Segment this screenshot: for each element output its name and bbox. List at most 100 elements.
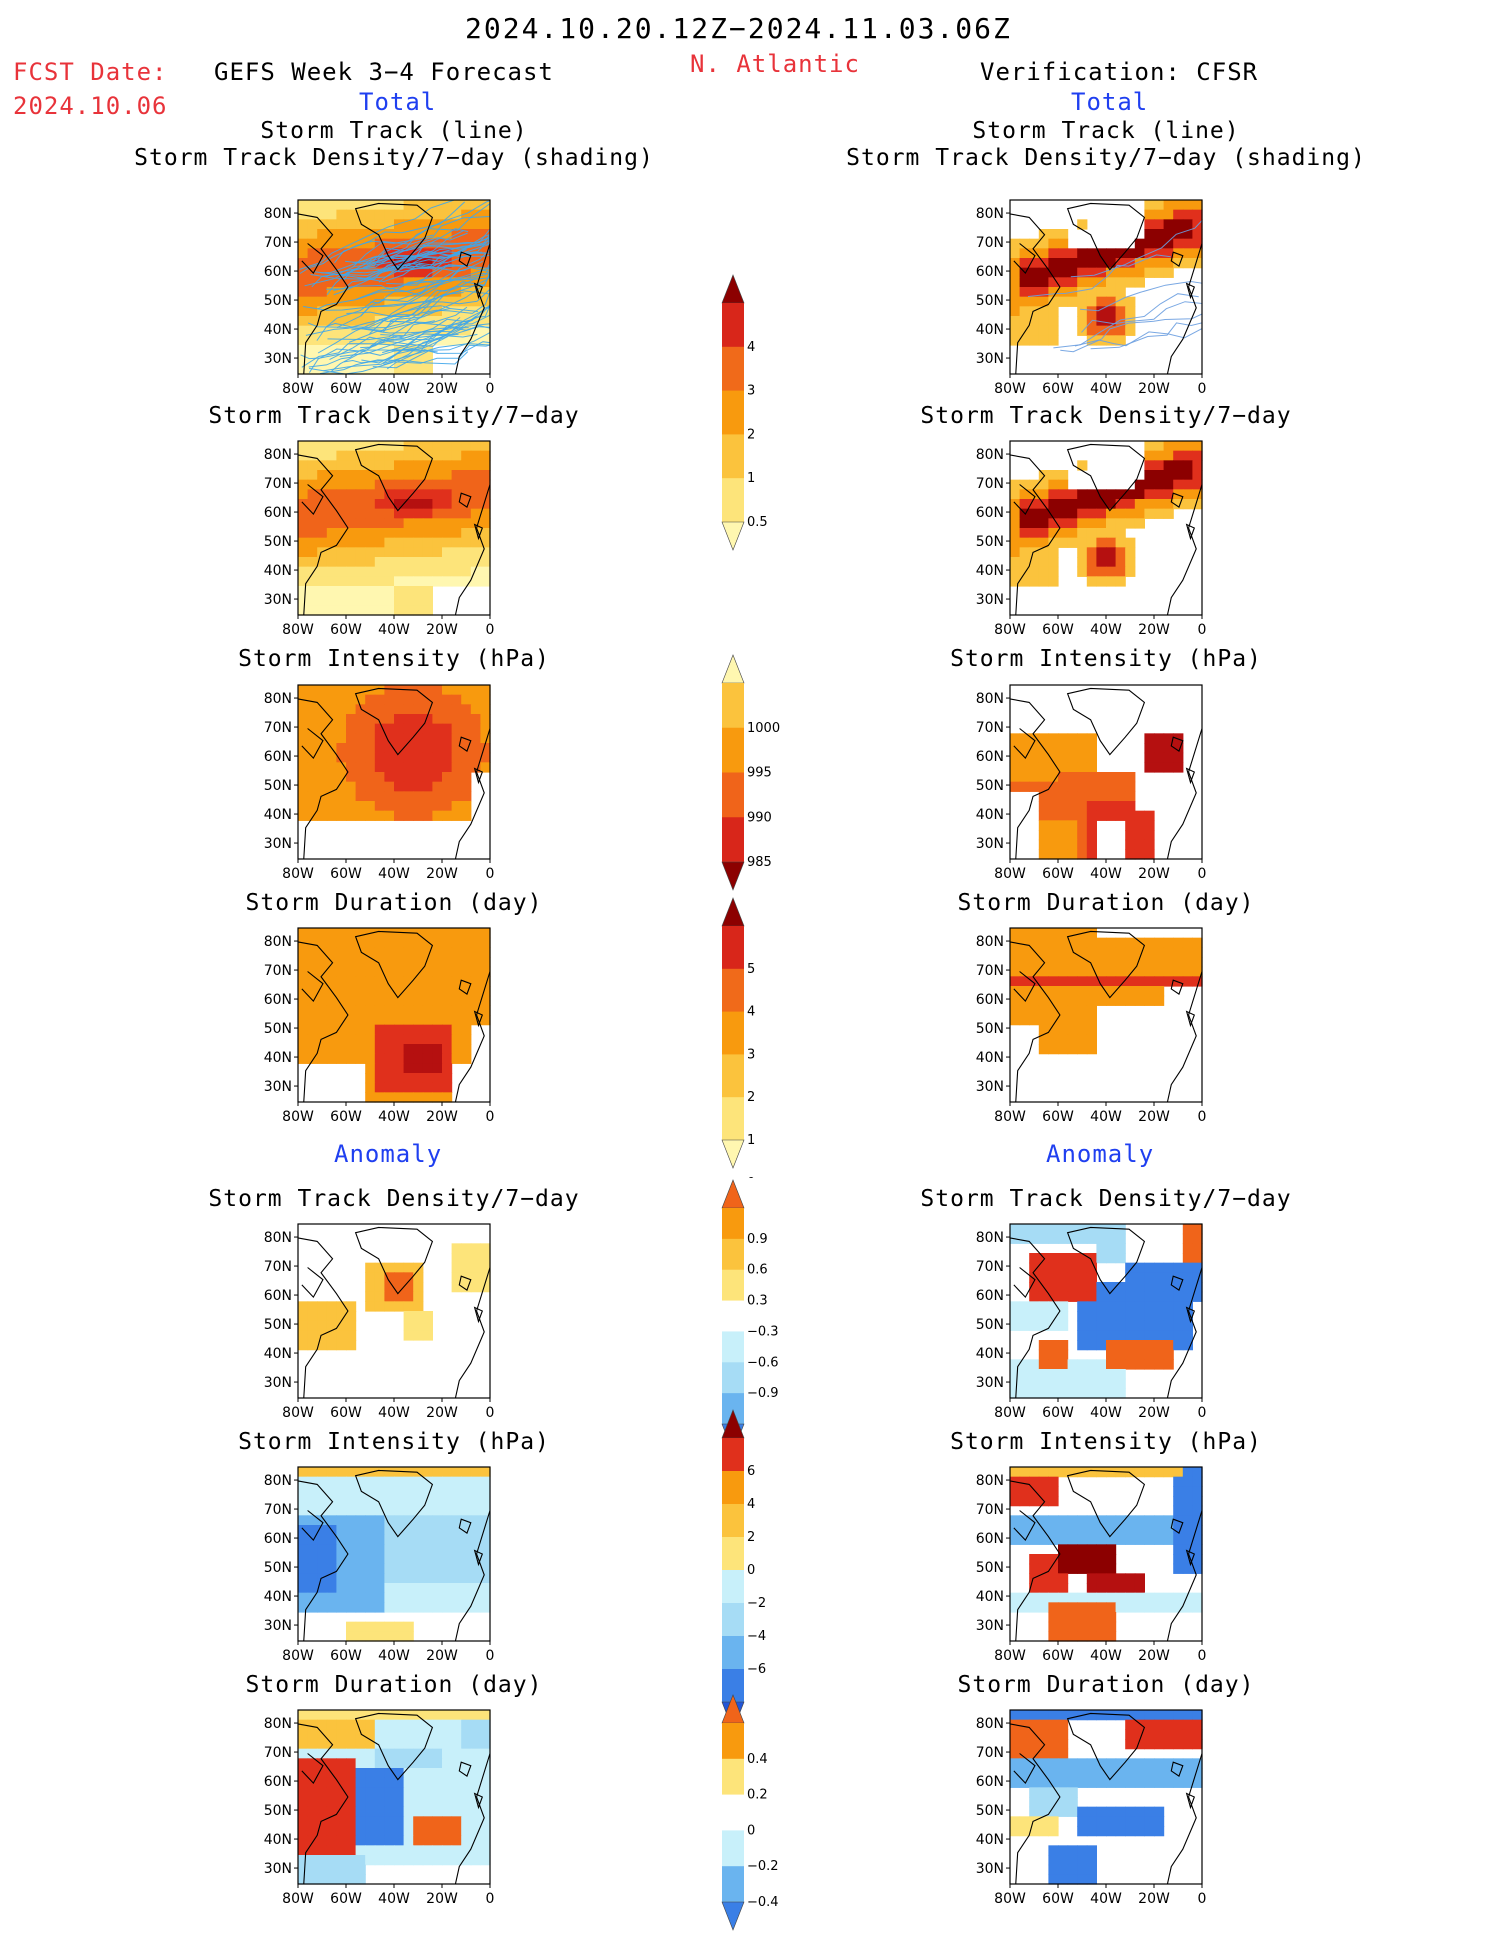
heatmap-cell	[1010, 772, 1020, 782]
lat-tick-label: 80N	[976, 1230, 1004, 1246]
heatmap-cell	[413, 753, 423, 763]
heatmap-cell	[375, 1836, 385, 1846]
heatmap-cell	[1144, 1710, 1154, 1720]
heatmap-cell	[1068, 1768, 1078, 1778]
heatmap-cell	[1010, 1379, 1020, 1389]
heatmap-cell	[404, 1083, 414, 1093]
heatmap-cell	[1048, 1583, 1058, 1593]
heatmap-cell	[1020, 1826, 1030, 1836]
heatmap-cell	[480, 210, 490, 220]
heatmap-cell	[1058, 538, 1068, 548]
heatmap-cell	[298, 1564, 308, 1574]
heatmap-cell	[1068, 1874, 1078, 1884]
heatmap-cell	[1087, 976, 1097, 986]
heatmap-cell	[317, 762, 327, 772]
heatmap-cell	[1029, 1778, 1039, 1788]
heatmap-cell	[384, 586, 394, 596]
heatmap-cell	[1020, 277, 1030, 287]
heatmap-cell	[1010, 1749, 1020, 1759]
heatmap-cell	[423, 547, 433, 557]
heatmap-cell	[1106, 528, 1116, 538]
heatmap-cell	[1164, 239, 1174, 249]
panel-title-cfsr_track_total-sub: Storm Track Density/7−day (shading)	[806, 145, 1406, 171]
heatmap-cell	[1183, 1321, 1193, 1331]
heatmap-cell	[404, 1525, 414, 1535]
heatmap-cell	[308, 928, 318, 938]
heatmap-cell	[365, 811, 375, 821]
heatmap-cell	[336, 733, 346, 743]
heatmap-cell	[356, 714, 366, 724]
lat-tick-label: 30N	[976, 592, 1004, 608]
heatmap-cell	[1154, 1515, 1164, 1525]
heatmap-cell	[1039, 1015, 1049, 1025]
lon-tick-label: 80W	[282, 1405, 314, 1421]
heatmap-cell	[404, 811, 414, 821]
heatmap-cell	[346, 460, 356, 470]
heatmap-cell	[308, 801, 318, 811]
heatmap-cell	[1125, 1263, 1135, 1273]
panel-title-gefs_intensity_anom: Storm Intensity (hPa)	[94, 1429, 694, 1455]
heatmap-cell	[384, 576, 394, 586]
heatmap-cell	[1125, 1525, 1135, 1535]
heatmap-cell	[1068, 297, 1078, 307]
heatmap-cell	[375, 489, 385, 499]
british-isles-coast	[1187, 1012, 1195, 1026]
heatmap-cell	[298, 480, 308, 490]
heatmap-cell	[1029, 1388, 1039, 1398]
heatmap-cell	[1058, 499, 1068, 509]
heatmap-cell	[423, 1749, 433, 1759]
heatmap-cell	[461, 1253, 471, 1263]
heatmap-cell	[461, 947, 471, 957]
heatmap-cell	[1106, 1758, 1116, 1768]
heatmap-cell	[394, 470, 404, 480]
heatmap-cell	[308, 1739, 318, 1749]
heatmap-cell	[1116, 287, 1126, 297]
heatmap-cell	[365, 557, 375, 567]
heatmap-cell	[1087, 1855, 1097, 1865]
heatmap-cell	[336, 976, 346, 986]
heatmap-cell	[1106, 782, 1116, 792]
heatmap-cell	[327, 1005, 337, 1015]
heatmap-cell	[317, 1845, 327, 1855]
heatmap-cell	[1077, 772, 1087, 782]
heatmap-cell	[336, 1054, 346, 1064]
colorbar-top-arrow	[722, 898, 744, 926]
heatmap-cell	[356, 1720, 366, 1730]
heatmap-cell	[1116, 1350, 1126, 1360]
heatmap-cell	[375, 733, 385, 743]
heatmap-cell	[1077, 1321, 1087, 1331]
heatmap-cell	[1020, 938, 1030, 948]
heatmap-cell	[1125, 1807, 1135, 1817]
colorbar-label: 1	[747, 471, 755, 486]
heatmap-cell	[327, 1865, 337, 1875]
heatmap-cell	[1010, 928, 1020, 938]
heatmap-cell	[452, 518, 462, 528]
heatmap-cell	[1125, 782, 1135, 792]
heatmap-cell	[384, 1622, 394, 1632]
heatmap-cell	[346, 1467, 356, 1477]
heatmap-cell	[452, 938, 462, 948]
heatmap-cell	[336, 986, 346, 996]
heatmap-cell	[327, 1787, 337, 1797]
heatmap-cell	[442, 1005, 452, 1015]
heatmap-cell	[1029, 996, 1039, 1006]
heatmap-cell	[480, 557, 490, 567]
heatmap-cell	[1096, 1301, 1106, 1311]
lon-tick-label: 40W	[378, 1405, 410, 1421]
heatmap-cell	[356, 538, 366, 548]
heatmap-cell	[1058, 976, 1068, 986]
heatmap-cell	[327, 210, 337, 220]
heatmap-cell	[432, 733, 442, 743]
heatmap-cell	[1164, 1311, 1174, 1321]
heatmap-cell	[1135, 1272, 1145, 1282]
heatmap-cell	[1058, 928, 1068, 938]
heatmap-cell	[471, 1816, 481, 1826]
heatmap-cell	[1039, 1044, 1049, 1054]
colorbar-segment	[722, 1636, 744, 1670]
heatmap-cell	[1048, 258, 1058, 268]
lat-tick-label: 30N	[264, 1079, 292, 1095]
heatmap-cell	[1125, 1720, 1135, 1730]
heatmap-cell	[298, 685, 308, 695]
heatmap-cell	[432, 1739, 442, 1749]
heatmap-cell	[394, 596, 404, 606]
